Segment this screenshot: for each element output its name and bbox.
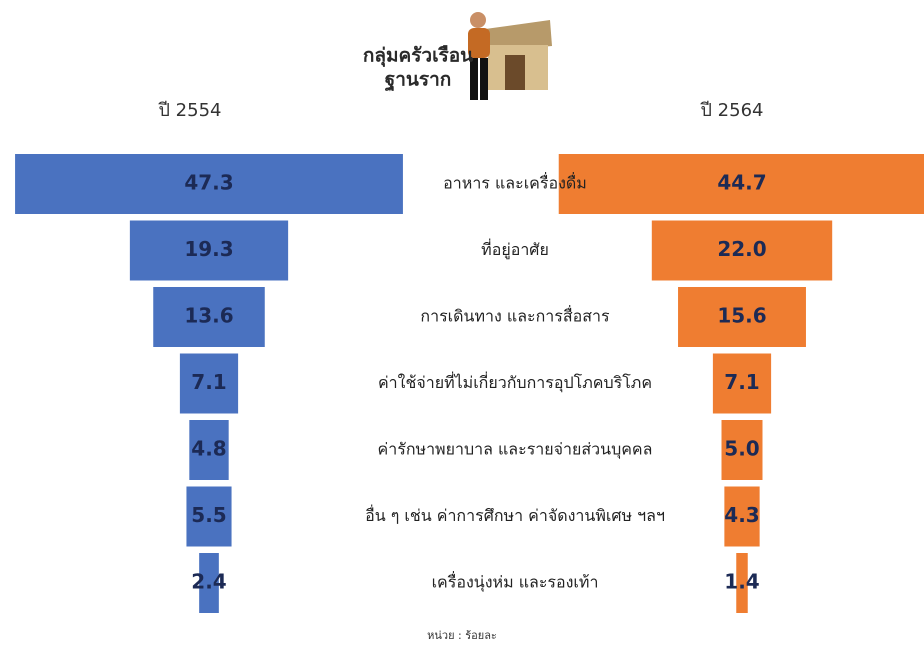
category-label: ค่ารักษาพยาบาล และรายจ่ายส่วนบุคคล	[378, 440, 653, 460]
series-label: ปี 2554	[158, 100, 221, 121]
category-label: อาหาร และเครื่องดื่ม	[443, 172, 587, 193]
category-label: ที่อยู่อาศัย	[481, 238, 549, 260]
category-label: ค่าใช้จ่ายที่ไม่เกี่ยวกับการอุปโภคบริโภค	[378, 371, 652, 393]
value-label: 7.1	[724, 370, 759, 394]
bar	[678, 287, 806, 347]
bar	[129, 220, 289, 281]
value-label: 7.1	[191, 370, 226, 394]
chart-title: กลุ่มครัวเรือน	[363, 45, 473, 68]
value-label: 5.5	[191, 503, 226, 527]
value-label: 2.4	[191, 570, 226, 594]
value-label: 4.8	[191, 437, 226, 461]
bar	[199, 553, 219, 613]
bar	[179, 353, 239, 414]
chart-title: ฐานราก	[385, 69, 452, 93]
bar	[721, 420, 763, 480]
category-label: การเดินทาง และการสื่อสาร	[420, 305, 610, 326]
value-label: 15.6	[717, 304, 766, 328]
bar	[186, 486, 232, 547]
value-label: 19.3	[184, 237, 233, 261]
value-label: 13.6	[184, 304, 233, 328]
category-label: อื่น ๆ เช่น ค่าการศึกษา ค่าจัดงานพิเศษ ฯ…	[365, 504, 665, 525]
unit-note: หน่วย : ร้อยละ	[427, 629, 497, 642]
value-label: 44.7	[717, 171, 766, 195]
value-label: 5.0	[724, 437, 759, 461]
bar	[189, 420, 229, 480]
bar	[736, 553, 748, 613]
bar	[558, 154, 924, 214]
value-label: 47.3	[184, 171, 233, 195]
value-label: 22.0	[717, 237, 766, 261]
bar	[651, 220, 833, 281]
illustration	[468, 12, 552, 100]
bar	[153, 287, 265, 347]
value-label: 4.3	[724, 503, 759, 527]
category-label: เครื่องนุ่งห่ม และรองเท้า	[432, 571, 599, 593]
bar	[15, 154, 403, 214]
bar	[712, 353, 772, 414]
series-label: ปี 2564	[700, 100, 763, 121]
value-label: 1.4	[724, 570, 759, 594]
bar	[724, 486, 760, 547]
